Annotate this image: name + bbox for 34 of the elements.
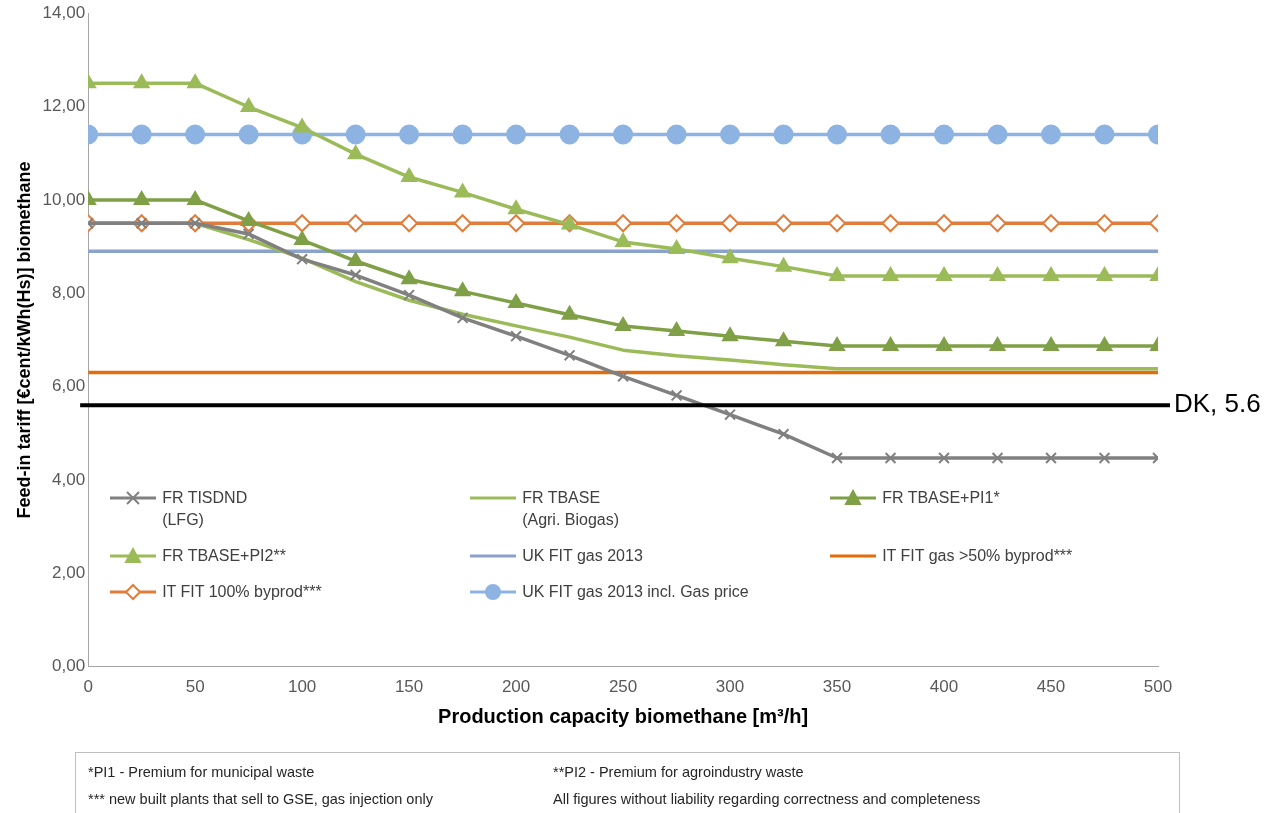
y-tick-label: 4,00	[52, 469, 86, 489]
x-tick-label: 500	[1143, 677, 1173, 697]
text: *** new built plants that sell to GSE, gas injection only	[88, 789, 434, 809]
x-tick-label: 200	[501, 677, 531, 697]
y-tick-label: 14,00	[42, 2, 86, 22]
x-axis-title: Production capacity biomethane [m³/h]	[438, 704, 809, 727]
x-tick-label: 150	[394, 677, 424, 697]
y-axis-title: Feed-in tariff [€cent/kWh(Hs)] biomethane	[13, 161, 34, 519]
legend-label: FR TBASE+PI1*	[882, 487, 1000, 508]
y-tick-label: 8,00	[52, 282, 86, 302]
x-tick-label: 350	[822, 677, 852, 697]
text: All figures without liability regarding correctness and completeness	[553, 789, 982, 809]
y-tick-label: 2,00	[52, 562, 86, 582]
legend-label: IT FIT gas >50% byprod***	[882, 545, 1073, 566]
x-tick-label: 450	[1036, 677, 1066, 697]
legend-label: FR TBASE (Agri. Biogas)	[522, 487, 620, 530]
legend-label: UK FIT gas 2013	[522, 545, 643, 566]
ref-line-label: DK, 5.6	[1174, 388, 1261, 419]
legend-label: IT FIT 100% byprod***	[162, 581, 322, 602]
text: *PI1 - Premium for municipal waste	[88, 763, 316, 782]
y-tick-label: 0,00	[52, 656, 86, 676]
y-tick-label: 6,00	[52, 376, 86, 396]
x-tick-label: 250	[608, 677, 638, 697]
x-tick-label: 100	[287, 677, 317, 697]
x-tick-label: 400	[929, 677, 959, 697]
x-tick-label: 50	[185, 677, 205, 697]
x-tick-label: 300	[715, 677, 745, 697]
legend-label: FR TBASE+PI2**	[162, 545, 286, 566]
y-tick-label: 10,00	[42, 189, 86, 209]
y-tick-label: 12,00	[42, 96, 86, 116]
legend-label: UK FIT gas 2013 incl. Gas price	[522, 581, 749, 602]
x-tick-label: 0	[83, 677, 93, 697]
legend-label: FR TISDND (LFG)	[162, 487, 248, 530]
text: **PI2 - Premium for agroindustry waste	[553, 763, 805, 782]
